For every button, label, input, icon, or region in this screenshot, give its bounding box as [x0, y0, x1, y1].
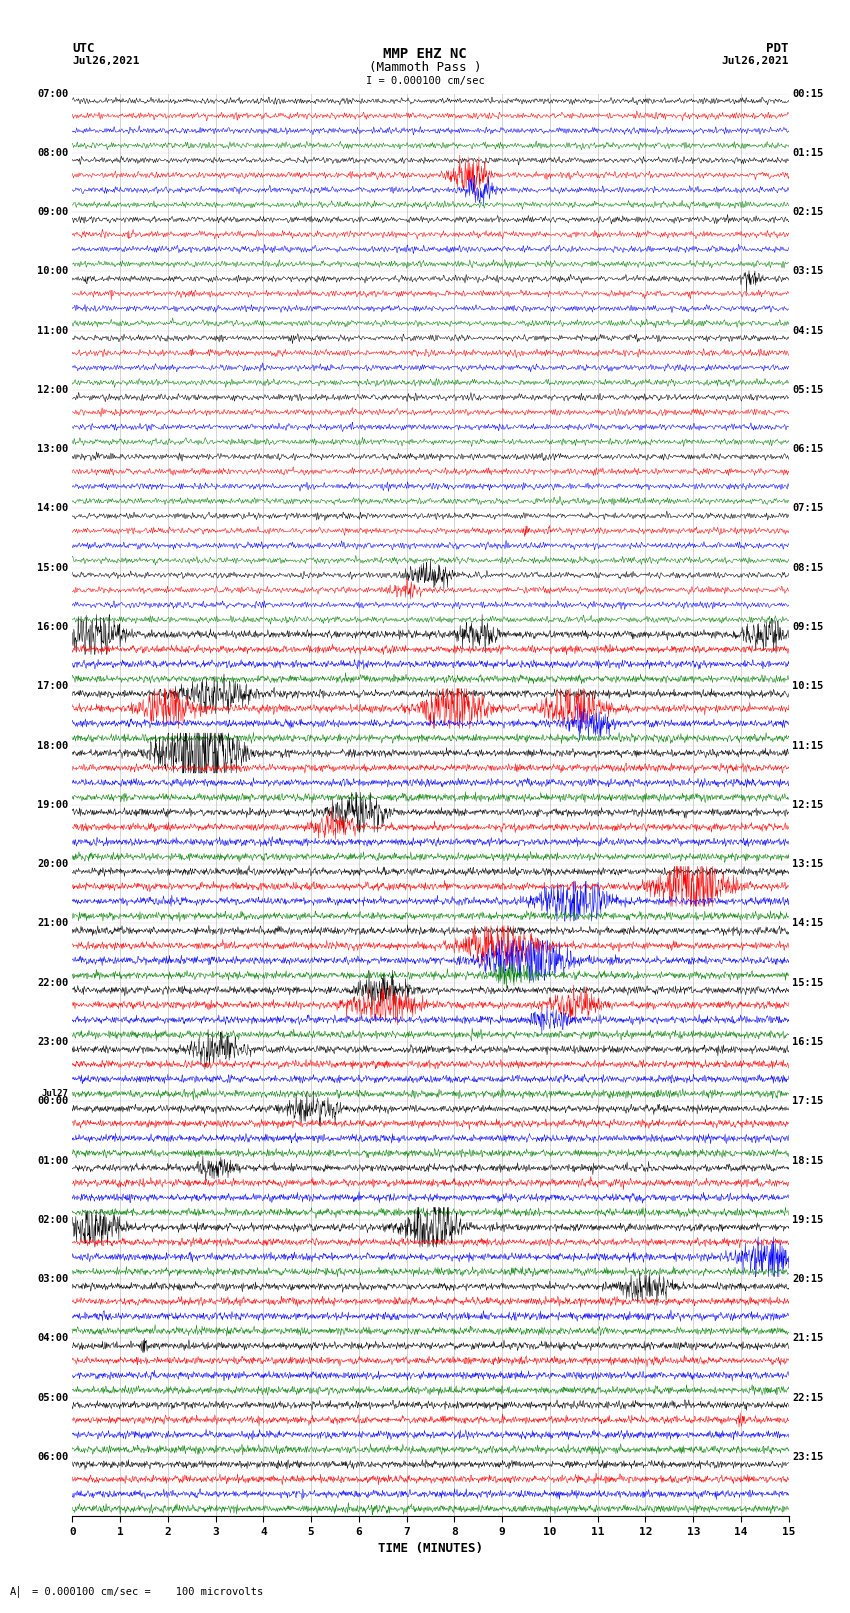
Text: 17:15: 17:15 — [792, 1097, 824, 1107]
Text: 15:00: 15:00 — [37, 563, 69, 573]
Text: 02:15: 02:15 — [792, 206, 824, 218]
Text: 08:00: 08:00 — [37, 148, 69, 158]
Text: 18:00: 18:00 — [37, 740, 69, 750]
Text: 03:00: 03:00 — [37, 1274, 69, 1284]
Text: 06:15: 06:15 — [792, 444, 824, 455]
Text: Jul26,2021: Jul26,2021 — [722, 56, 789, 66]
X-axis label: TIME (MINUTES): TIME (MINUTES) — [378, 1542, 483, 1555]
Text: 00:00: 00:00 — [37, 1097, 69, 1107]
Text: 17:00: 17:00 — [37, 681, 69, 692]
Text: 20:15: 20:15 — [792, 1274, 824, 1284]
Text: 01:00: 01:00 — [37, 1155, 69, 1166]
Text: Jul26,2021: Jul26,2021 — [72, 56, 139, 66]
Text: 11:00: 11:00 — [37, 326, 69, 336]
Text: 15:15: 15:15 — [792, 977, 824, 987]
Text: 16:15: 16:15 — [792, 1037, 824, 1047]
Text: 21:00: 21:00 — [37, 918, 69, 929]
Text: 04:15: 04:15 — [792, 326, 824, 336]
Text: 12:00: 12:00 — [37, 386, 69, 395]
Text: 21:15: 21:15 — [792, 1334, 824, 1344]
Text: = 0.000100 cm/sec =    100 microvolts: = 0.000100 cm/sec = 100 microvolts — [32, 1587, 264, 1597]
Text: 01:15: 01:15 — [792, 148, 824, 158]
Text: 08:15: 08:15 — [792, 563, 824, 573]
Text: 09:15: 09:15 — [792, 623, 824, 632]
Text: 22:00: 22:00 — [37, 977, 69, 987]
Text: 16:00: 16:00 — [37, 623, 69, 632]
Text: 14:00: 14:00 — [37, 503, 69, 513]
Text: 13:00: 13:00 — [37, 444, 69, 455]
Text: 00:15: 00:15 — [792, 89, 824, 98]
Text: 19:15: 19:15 — [792, 1215, 824, 1224]
Text: 14:15: 14:15 — [792, 918, 824, 929]
Text: 20:00: 20:00 — [37, 860, 69, 869]
Text: 03:15: 03:15 — [792, 266, 824, 276]
Text: 23:15: 23:15 — [792, 1452, 824, 1461]
Text: 05:15: 05:15 — [792, 386, 824, 395]
Text: 07:00: 07:00 — [37, 89, 69, 98]
Text: 23:00: 23:00 — [37, 1037, 69, 1047]
Text: A│: A│ — [10, 1586, 23, 1597]
Text: UTC: UTC — [72, 42, 94, 55]
Text: 04:00: 04:00 — [37, 1334, 69, 1344]
Text: 22:15: 22:15 — [792, 1392, 824, 1403]
Text: (Mammoth Pass ): (Mammoth Pass ) — [369, 61, 481, 74]
Text: 11:15: 11:15 — [792, 740, 824, 750]
Text: MMP EHZ NC: MMP EHZ NC — [383, 47, 467, 61]
Text: 10:00: 10:00 — [37, 266, 69, 276]
Text: 09:00: 09:00 — [37, 206, 69, 218]
Text: 13:15: 13:15 — [792, 860, 824, 869]
Text: 06:00: 06:00 — [37, 1452, 69, 1461]
Text: 12:15: 12:15 — [792, 800, 824, 810]
Text: I = 0.000100 cm/sec: I = 0.000100 cm/sec — [366, 76, 484, 85]
Text: 02:00: 02:00 — [37, 1215, 69, 1224]
Text: 07:15: 07:15 — [792, 503, 824, 513]
Text: 19:00: 19:00 — [37, 800, 69, 810]
Text: Jul27: Jul27 — [42, 1089, 69, 1098]
Text: 10:15: 10:15 — [792, 681, 824, 692]
Text: 05:00: 05:00 — [37, 1392, 69, 1403]
Text: 18:15: 18:15 — [792, 1155, 824, 1166]
Text: PDT: PDT — [767, 42, 789, 55]
